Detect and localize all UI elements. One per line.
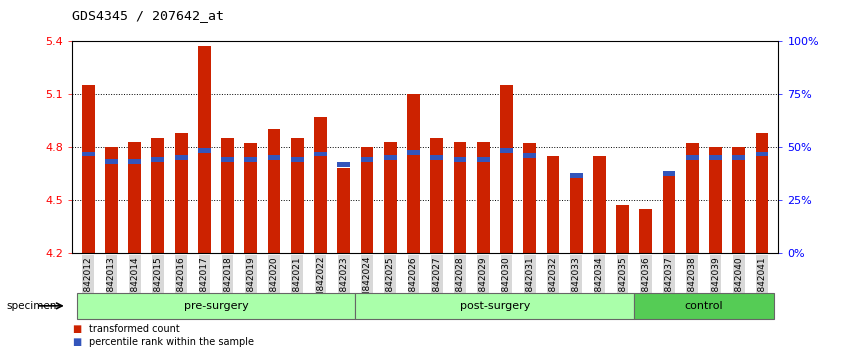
Bar [453,157,466,162]
Bar [360,157,373,162]
Bar [593,156,606,253]
Bar [755,133,768,253]
Text: ■: ■ [72,337,81,347]
Bar [709,147,722,253]
Text: GDS4345 / 207642_at: GDS4345 / 207642_at [72,9,224,22]
Bar [384,155,397,160]
Bar [76,293,355,319]
Bar [616,205,629,253]
Bar [407,94,420,253]
Text: post-surgery: post-surgery [459,301,530,311]
Text: control: control [684,301,723,311]
Bar [569,173,583,178]
Bar [477,142,490,253]
Bar [151,157,164,162]
Bar [267,129,281,253]
Bar [733,147,745,253]
Bar [500,85,513,253]
Bar [151,138,164,253]
Bar [338,162,350,167]
Bar [198,148,211,153]
Bar [221,138,234,253]
Bar [291,157,304,162]
Bar [244,143,257,253]
Bar [640,209,652,253]
Text: ■: ■ [72,324,81,333]
Bar [175,133,188,253]
Bar [662,171,675,176]
Bar [314,117,327,253]
Bar [198,46,211,253]
Bar [453,142,466,253]
Bar [755,152,768,156]
Bar [82,85,95,253]
Bar [129,159,141,164]
Bar [384,142,397,253]
Bar [709,155,722,160]
Bar [733,155,745,160]
Bar [407,150,420,155]
Bar [477,157,490,162]
Bar [431,155,443,160]
Bar [291,138,304,253]
Bar [221,157,234,162]
Bar [129,142,141,253]
Bar [267,155,281,160]
Bar [634,293,774,319]
Bar [314,152,327,156]
Bar [547,156,559,253]
Bar [105,147,118,253]
Bar [500,148,513,153]
Bar [355,293,634,319]
Text: transformed count: transformed count [89,324,179,333]
Bar [244,157,257,162]
Bar [524,143,536,253]
Bar [82,152,95,156]
Bar [686,143,699,253]
Text: specimen: specimen [7,301,58,311]
Text: pre-surgery: pre-surgery [184,301,249,311]
Bar [524,153,536,158]
Bar [686,155,699,160]
Bar [569,177,583,253]
Bar [338,168,350,253]
Bar [175,155,188,160]
Bar [360,147,373,253]
Bar [105,159,118,164]
Text: percentile rank within the sample: percentile rank within the sample [89,337,254,347]
Bar [431,138,443,253]
Bar [662,173,675,253]
